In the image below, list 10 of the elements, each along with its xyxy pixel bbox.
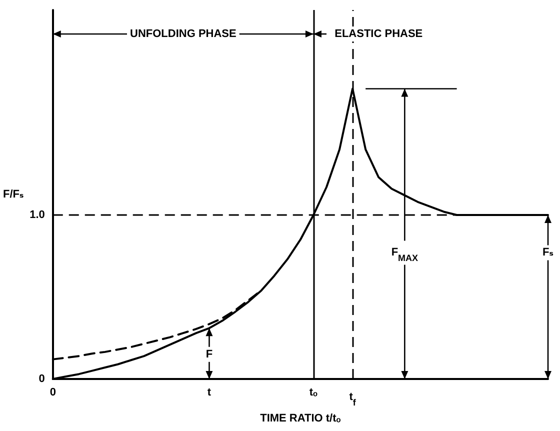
annotation: UNFOLDING PHASE: [130, 28, 236, 40]
x-tick-label: 0: [50, 386, 56, 398]
x-tick-label: tₒ: [309, 386, 318, 398]
annotation: Fₛ: [542, 246, 554, 259]
annotation: ELASTIC PHASE: [334, 28, 423, 40]
y-tick-label: 1.0: [30, 209, 45, 221]
x-axis-title: TIME RATIO t/tₒ: [260, 412, 342, 424]
y-axis-title: F/Fₛ: [2, 188, 24, 200]
annotation: F: [206, 348, 213, 360]
x-tick-label: t: [207, 386, 212, 398]
